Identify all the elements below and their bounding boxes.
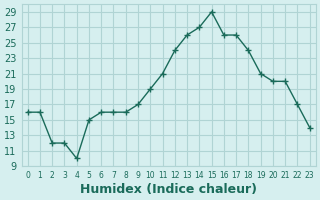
- X-axis label: Humidex (Indice chaleur): Humidex (Indice chaleur): [80, 183, 257, 196]
